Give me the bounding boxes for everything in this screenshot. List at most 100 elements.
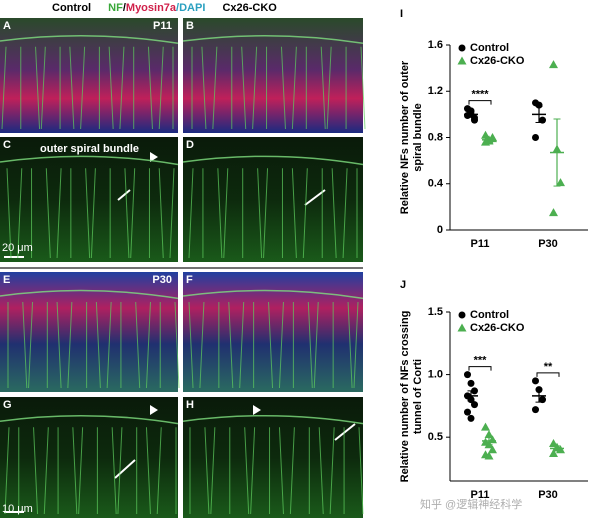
panel-label: B [186, 20, 194, 32]
fiber [217, 168, 223, 259]
fiber [291, 168, 297, 259]
fiber [188, 301, 194, 389]
y-axis-label: tunnel of Corti [412, 359, 424, 434]
data-point [539, 396, 546, 404]
panel-label: D [186, 139, 194, 151]
fiber [331, 168, 337, 259]
panel-label: E [3, 274, 10, 286]
panel-label: H [186, 399, 194, 411]
fiber [56, 168, 62, 259]
fiber [22, 301, 28, 389]
data-point [481, 422, 490, 431]
fiber [108, 46, 114, 130]
fiber [1, 46, 7, 130]
panel-label: C [3, 139, 11, 151]
fiber [289, 427, 295, 515]
y-tick-label: 1.5 [428, 306, 443, 318]
fiber [326, 46, 332, 130]
header-sep: / [123, 2, 126, 14]
x-tick-label: P11 [471, 489, 490, 501]
data-point [481, 130, 490, 139]
fiber [111, 427, 117, 515]
panel-annotation: outer spiral bundle [40, 143, 139, 155]
fiber [158, 46, 164, 130]
fiber [145, 427, 151, 515]
fiber [201, 46, 207, 130]
arrow [117, 189, 131, 201]
fiber [145, 301, 151, 389]
legend-label: Control [470, 42, 509, 54]
fiber [280, 46, 286, 130]
data-point [549, 448, 558, 457]
fiber [135, 301, 141, 389]
header-control: Control [52, 2, 91, 14]
scale-label: 20 μm [2, 242, 33, 254]
panel-label: A [3, 20, 11, 32]
fiber [69, 46, 75, 130]
fiber [182, 414, 364, 425]
y-tick-label: 1.0 [428, 368, 443, 380]
significance-label: *** [474, 354, 488, 366]
fiber [223, 168, 229, 259]
arrow [304, 189, 326, 206]
y-axis-label: Relative NFs number of outer [399, 60, 411, 214]
panel-label: J [400, 279, 406, 291]
panel-label: G [3, 399, 12, 411]
fiber [169, 168, 175, 259]
significance-bracket [536, 372, 560, 377]
fiber [90, 168, 96, 259]
legend-label: Control [470, 309, 509, 321]
y-tick-label: 1.6 [428, 39, 443, 51]
x-tick-label: P11 [471, 238, 490, 250]
fiber [307, 301, 313, 389]
fiber [347, 301, 353, 389]
arrowhead [150, 152, 158, 162]
data-point [457, 323, 467, 332]
fiber [174, 301, 180, 389]
fiber [56, 301, 62, 389]
significance-label: **** [471, 89, 489, 101]
fiber [182, 35, 364, 45]
data-point [457, 56, 467, 65]
data-point [535, 101, 543, 109]
data-point [467, 379, 475, 387]
significance-label: ** [544, 361, 553, 373]
y-tick-label: 0 [437, 224, 443, 236]
fiber [80, 46, 86, 130]
fiber [95, 301, 101, 389]
fiber [212, 46, 218, 130]
fiber [182, 289, 364, 300]
data-point [464, 371, 471, 379]
fiber [78, 427, 84, 515]
fiber [257, 168, 263, 259]
data-point [471, 116, 478, 124]
fiber [85, 168, 91, 259]
data-point [556, 178, 565, 187]
significance-bracket [468, 366, 492, 371]
data-point [484, 451, 494, 460]
arrow [334, 423, 356, 441]
data-point [549, 208, 558, 217]
panel-age: P11 [153, 20, 172, 32]
fiber [241, 46, 247, 130]
data-point [532, 406, 539, 414]
scale-label: 10 μm [2, 503, 33, 515]
data-point [458, 44, 466, 52]
fiber [45, 168, 51, 259]
data-point [532, 134, 539, 141]
fiber [353, 301, 359, 389]
x-tick-label: P30 [538, 489, 558, 501]
fiber [4, 427, 10, 515]
fiber [182, 155, 364, 166]
fiber [158, 168, 164, 259]
legend-label: Cx26-CKO [470, 55, 525, 67]
fiber [278, 427, 284, 515]
fiber [268, 301, 274, 389]
y-tick-label: 0.8 [428, 131, 443, 143]
fiber [302, 168, 308, 259]
micrographs [0, 18, 366, 518]
data-point [484, 430, 494, 439]
fiber [17, 168, 23, 259]
fiber [199, 301, 205, 389]
